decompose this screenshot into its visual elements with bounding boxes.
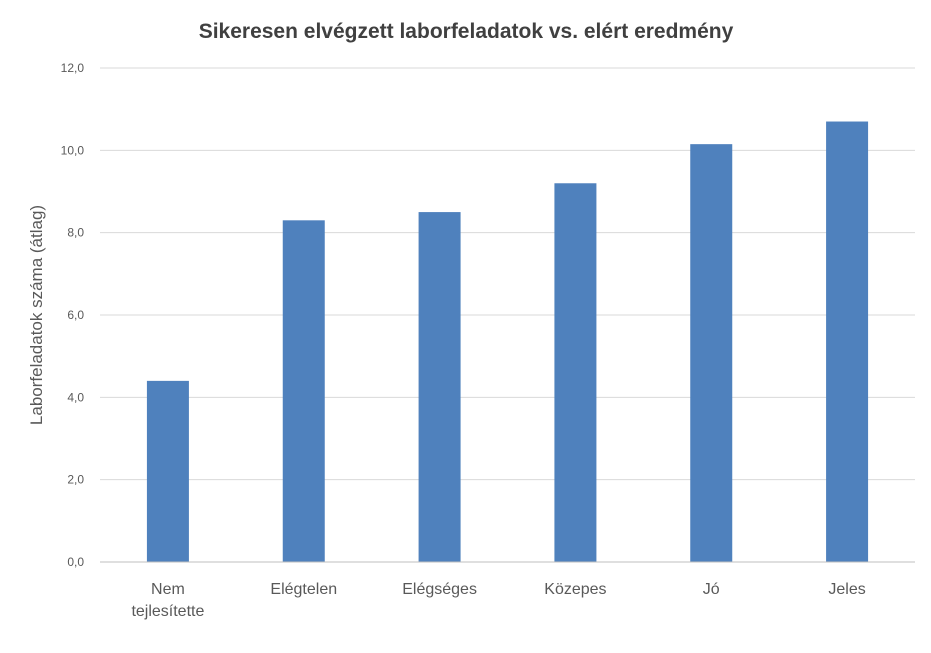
y-axis-ticks: 0,0 2,0 4,0 6,0 8,0 10,0 12,0 <box>61 61 85 569</box>
chart-title: Sikeresen elvégzett laborfeladatok vs. e… <box>199 20 734 43</box>
y-tick-label: 10,0 <box>61 143 85 157</box>
y-tick-label: 8,0 <box>67 226 84 240</box>
x-tick-label: Elégtelen <box>270 581 337 598</box>
x-axis-labels: Nem tejlesítette Elégtelen Elégséges Közepes… <box>131 581 865 620</box>
y-axis-label: Laborfeladatok száma (átlag) <box>27 205 46 425</box>
bar <box>418 212 461 563</box>
y-tick-label: 4,0 <box>67 390 84 404</box>
x-tick-label: Közepes <box>544 581 606 598</box>
bar <box>282 220 325 563</box>
y-tick-label: 0,0 <box>67 555 84 569</box>
y-tick-label: 2,0 <box>67 473 84 487</box>
bar <box>146 380 189 562</box>
bars <box>146 121 869 563</box>
x-tick-label: Nem tejlesítette <box>131 581 204 620</box>
y-tick-label: 6,0 <box>67 308 84 322</box>
bar <box>690 144 733 563</box>
x-tick-label: Jó <box>703 581 720 598</box>
gridlines <box>100 67 915 481</box>
bar <box>826 121 869 563</box>
y-tick-label: 12,0 <box>61 61 85 75</box>
x-tick-label: Elégséges <box>402 581 477 598</box>
bar <box>554 183 597 562</box>
x-tick-label: Jeles <box>828 581 865 598</box>
